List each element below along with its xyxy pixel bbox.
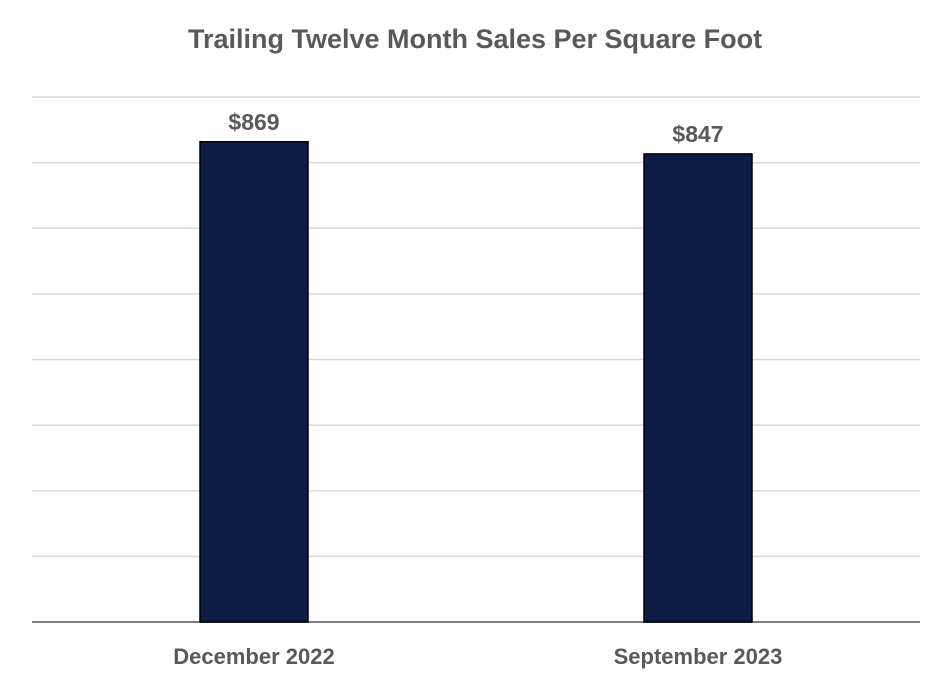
category-labels: December 2022 September 2023 [173, 644, 782, 669]
category-label: September 2023 [614, 644, 783, 669]
bar-value-label: $869 [228, 109, 279, 135]
bar [199, 141, 309, 623]
data-labels: $869 $847 [228, 109, 723, 147]
chart-title: Trailing Twelve Month Sales Per Square F… [187, 24, 763, 54]
bar-value-label: $847 [672, 121, 723, 147]
bar [643, 153, 753, 623]
gridlines [32, 96, 920, 558]
category-label: December 2022 [173, 644, 334, 669]
bars [199, 141, 753, 623]
